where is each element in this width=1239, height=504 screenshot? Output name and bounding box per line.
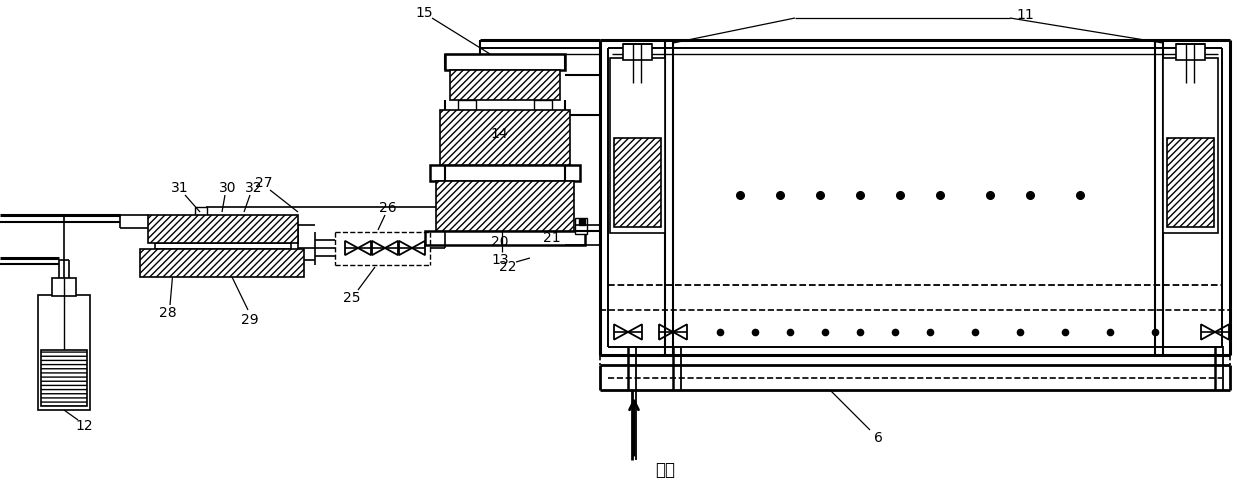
Bar — [450, 70, 560, 100]
Bar — [610, 58, 665, 233]
Bar — [623, 44, 652, 60]
Text: 13: 13 — [491, 253, 509, 267]
Text: 32: 32 — [245, 181, 263, 195]
Bar — [140, 249, 304, 277]
Text: 26: 26 — [379, 201, 396, 215]
Bar — [155, 243, 291, 249]
Bar — [430, 165, 580, 181]
Bar — [425, 231, 585, 245]
Text: 28: 28 — [159, 306, 177, 320]
Text: 30: 30 — [219, 181, 237, 195]
Bar — [1176, 44, 1206, 60]
Text: 29: 29 — [242, 313, 259, 327]
Bar — [41, 350, 87, 406]
Bar — [440, 110, 570, 165]
Bar — [38, 295, 90, 410]
Text: 氢气: 氢气 — [655, 461, 675, 479]
Text: 11: 11 — [1016, 8, 1033, 22]
Bar — [458, 100, 476, 110]
Bar — [436, 181, 574, 231]
Bar — [195, 207, 207, 217]
Bar — [615, 138, 660, 227]
Bar — [1163, 58, 1218, 233]
Bar — [575, 218, 587, 234]
Bar — [1167, 138, 1214, 227]
Bar — [445, 54, 565, 70]
Bar — [534, 100, 553, 110]
Bar — [52, 278, 76, 296]
Text: 12: 12 — [76, 419, 93, 433]
Text: 15: 15 — [415, 6, 432, 20]
Text: 31: 31 — [171, 181, 188, 195]
Text: 20: 20 — [491, 235, 509, 249]
Text: 21: 21 — [543, 231, 561, 245]
Text: 14: 14 — [491, 127, 508, 141]
Text: 27: 27 — [255, 176, 273, 190]
Bar — [147, 215, 299, 243]
Text: 6: 6 — [873, 431, 882, 445]
Text: 22: 22 — [499, 260, 517, 274]
Text: 25: 25 — [343, 291, 361, 305]
